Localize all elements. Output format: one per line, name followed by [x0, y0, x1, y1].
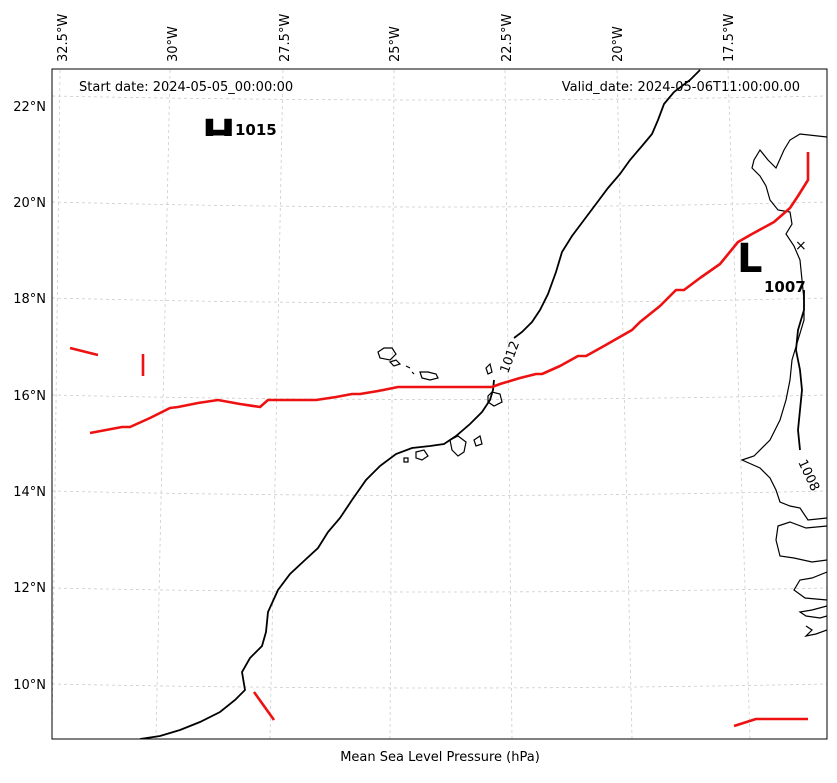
lat-tick: 16°N	[13, 389, 46, 404]
africa-coastline-south	[775, 521, 827, 637]
isobar-1012-north	[513, 69, 701, 339]
front-segment-south	[252, 691, 276, 721]
low-marker-icon: ×	[795, 238, 807, 254]
map-frame	[52, 69, 827, 739]
africa-coastline	[740, 133, 827, 521]
high-value: 1015	[235, 121, 277, 139]
isobar-1008	[795, 290, 805, 451]
low-value: 1007	[764, 278, 806, 296]
main-front	[89, 152, 810, 435]
lon-tick: 27.5°W	[278, 14, 293, 62]
start-date: Start date: 2024-05-05_00:00:00	[79, 80, 293, 95]
front-lines	[69, 152, 810, 728]
front-segment-southeast	[733, 717, 808, 728]
lon-tick: 25°W	[388, 26, 403, 62]
high-symbol: H	[202, 112, 235, 158]
lat-tick: 18°N	[13, 292, 46, 307]
map-border	[51, 68, 828, 740]
graticule	[52, 69, 827, 739]
lat-tick: 22°N	[13, 100, 46, 115]
lon-tick: 20°W	[611, 26, 626, 62]
cape-verde-islands	[377, 347, 503, 463]
lat-tick: 14°N	[13, 485, 46, 500]
lon-tick: 30°W	[166, 26, 181, 62]
low-symbol: L	[737, 236, 763, 282]
latitude-labels: 22°N 20°N 18°N 16°N 14°N 12°N 10°N	[13, 100, 46, 693]
lon-tick: 32.5°W	[56, 14, 71, 62]
lon-tick: 22.5°W	[500, 14, 515, 62]
valid-date: Valid_date: 2024-05-06T11:00:00.00	[562, 80, 800, 95]
front-segment-west	[69, 346, 99, 357]
lat-tick: 20°N	[13, 196, 46, 211]
map-footer-title: Mean Sea Level Pressure (hPa)	[340, 750, 540, 765]
high-pressure-center: H 1015	[202, 112, 277, 158]
longitude-labels: 32.5°W 30°W 27.5°W 25°W 22.5°W 20°W 17.5…	[56, 14, 737, 62]
low-pressure-center: L 1007 ×	[737, 236, 807, 296]
lat-tick: 10°N	[13, 678, 46, 693]
lon-tick: 17.5°W	[722, 14, 737, 62]
isobar-1012	[139, 379, 495, 739]
lat-tick: 12°N	[13, 581, 46, 596]
